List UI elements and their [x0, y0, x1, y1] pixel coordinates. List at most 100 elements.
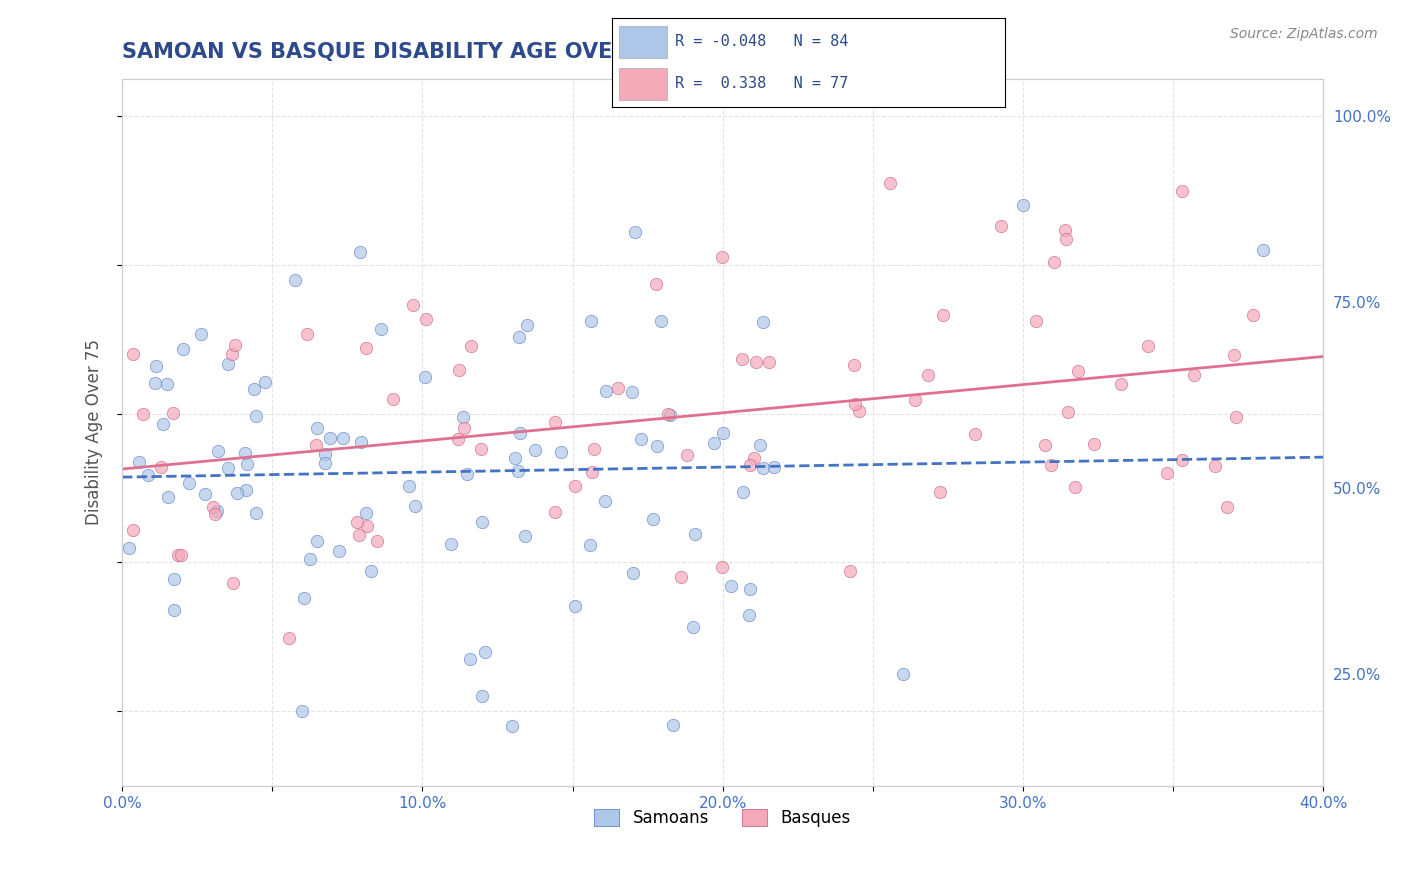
Point — [190, 326, 212, 341]
Point — [752, 315, 775, 329]
Point — [763, 460, 786, 475]
Point — [1064, 480, 1087, 494]
Point — [205, 504, 228, 518]
Point — [1012, 198, 1035, 212]
Point — [471, 690, 494, 704]
Point — [458, 651, 481, 665]
Point — [354, 342, 377, 356]
Point — [659, 408, 682, 422]
Point — [292, 591, 315, 606]
Point — [513, 529, 536, 543]
Point — [328, 544, 350, 558]
Point — [366, 534, 388, 549]
Point — [579, 314, 602, 328]
Point — [581, 466, 603, 480]
Point — [644, 277, 666, 292]
Point — [1225, 409, 1247, 424]
Point — [564, 599, 586, 613]
Point — [202, 500, 225, 515]
Point — [1156, 466, 1178, 480]
Point — [163, 572, 186, 586]
Point — [929, 484, 952, 499]
Point — [440, 537, 463, 551]
Point — [245, 506, 267, 520]
Point — [1056, 405, 1078, 419]
Text: R =  0.338   N = 77: R = 0.338 N = 77 — [675, 77, 848, 91]
Point — [624, 225, 647, 239]
Text: R = -0.048   N = 84: R = -0.048 N = 84 — [675, 35, 848, 49]
Point — [453, 421, 475, 435]
Point — [128, 455, 150, 469]
Point — [509, 425, 531, 440]
Point — [593, 493, 616, 508]
Point — [470, 442, 492, 456]
Point — [224, 338, 246, 352]
Point — [1204, 458, 1226, 473]
Point — [118, 541, 141, 555]
Point — [222, 575, 245, 590]
Point — [879, 177, 901, 191]
Point — [621, 384, 644, 399]
Point — [523, 443, 546, 458]
Point — [235, 457, 257, 471]
Point — [595, 384, 617, 399]
Point — [145, 359, 167, 373]
Point — [447, 362, 470, 376]
Point — [226, 486, 249, 500]
Point — [295, 326, 318, 341]
Point — [503, 451, 526, 466]
Point — [204, 507, 226, 521]
Point — [179, 475, 201, 490]
Point — [508, 464, 530, 478]
Point — [401, 298, 423, 312]
Point — [650, 314, 672, 328]
Point — [170, 548, 193, 562]
Point — [1171, 184, 1194, 198]
Point — [1067, 364, 1090, 378]
Point — [243, 382, 266, 396]
Point — [1083, 437, 1105, 451]
Point — [1053, 223, 1076, 237]
Point — [990, 219, 1012, 233]
Point — [891, 667, 914, 681]
Point — [550, 445, 572, 459]
Point — [676, 448, 699, 462]
Point — [1033, 438, 1056, 452]
Point — [217, 461, 239, 475]
Point — [194, 486, 217, 500]
Point — [332, 432, 354, 446]
Point — [1216, 500, 1239, 514]
Point — [645, 439, 668, 453]
Point — [398, 479, 420, 493]
Point — [1251, 243, 1274, 257]
Point — [657, 407, 679, 421]
Point — [669, 570, 692, 584]
Point — [356, 519, 378, 533]
Point — [350, 435, 373, 450]
Point — [630, 432, 652, 446]
Point — [132, 407, 155, 421]
Point — [683, 527, 706, 541]
Point — [564, 479, 586, 493]
Point — [314, 447, 336, 461]
Point — [474, 645, 496, 659]
Point — [1241, 308, 1264, 322]
Point — [346, 516, 368, 530]
Point — [245, 409, 267, 423]
Point — [233, 446, 256, 460]
Point — [710, 560, 733, 574]
Point — [370, 322, 392, 336]
Point — [963, 427, 986, 442]
Text: Source: ZipAtlas.com: Source: ZipAtlas.com — [1230, 27, 1378, 41]
Point — [842, 358, 865, 372]
Point — [844, 397, 866, 411]
Point — [354, 506, 377, 520]
Point — [298, 551, 321, 566]
Point — [1222, 348, 1244, 362]
Point — [740, 458, 762, 472]
Point — [543, 505, 565, 519]
Point — [1136, 339, 1159, 353]
Point — [731, 352, 754, 367]
Point — [347, 528, 370, 542]
Point — [838, 565, 860, 579]
